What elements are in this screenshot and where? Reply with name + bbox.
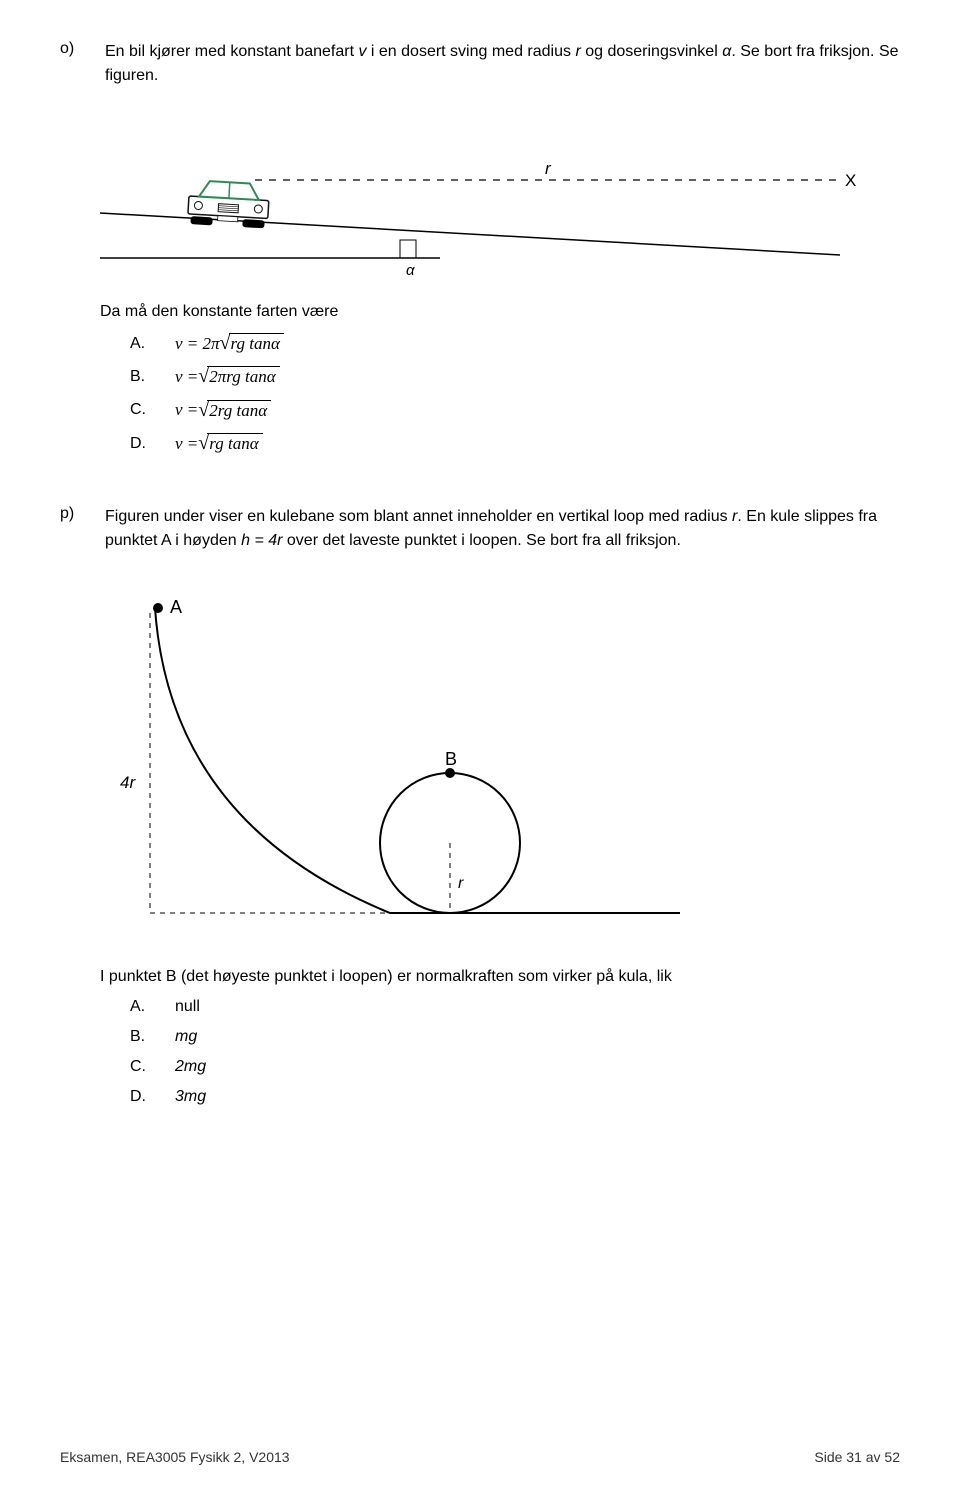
question-o: o) En bil kjører med konstant banefart v… xyxy=(60,40,900,455)
question-p-header: p) Figuren under viser en kulebane som b… xyxy=(60,505,900,553)
option-p-a: A. null xyxy=(130,998,900,1016)
option-o-a: A. v = 2π √rg tanα xyxy=(130,333,900,354)
r-label: r xyxy=(545,159,552,178)
question-o-label: o) xyxy=(60,40,85,58)
footer-left: Eksamen, REA3005 Fysikk 2, V2013 xyxy=(60,1449,290,1465)
option-o-d: D. v = √rg tanα xyxy=(130,433,900,454)
option-p-b: B. mg xyxy=(130,1028,900,1046)
page-footer: Eksamen, REA3005 Fysikk 2, V2013 Side 31… xyxy=(60,1449,900,1465)
footer-right: Side 31 av 52 xyxy=(814,1449,900,1465)
option-p-c: C. 2mg xyxy=(130,1058,900,1076)
option-p-d: D. 3mg xyxy=(130,1088,900,1106)
question-o-text: En bil kjører med konstant banefart v i … xyxy=(105,40,900,88)
alpha-label: α xyxy=(406,262,415,278)
answer-intro-o: Da må den konstante farten være xyxy=(100,303,900,321)
car-icon xyxy=(187,180,269,229)
answer-intro-p: I punktet B (det høyeste punktet i loope… xyxy=(100,968,900,986)
question-p: p) Figuren under viser en kulebane som b… xyxy=(60,505,900,1106)
options-p: A. null B. mg C. 2mg D. 3mg xyxy=(130,998,900,1106)
formula-a: v = 2π √rg tanα xyxy=(175,333,284,354)
option-o-c: C. v = √2rg tanα xyxy=(130,400,900,421)
formula-b: v = √2πrg tanα xyxy=(175,366,280,387)
formula-c: v = √2rg tanα xyxy=(175,400,271,421)
label-b: B xyxy=(445,749,457,769)
diagram-banked-curve: α r X xyxy=(100,108,860,278)
r-label-p: r xyxy=(458,875,464,892)
formula-d: v = √rg tanα xyxy=(175,433,263,454)
diagram-loop-track: r A B 4r xyxy=(100,573,700,943)
figure-o: α r X xyxy=(100,108,900,283)
question-p-text: Figuren under viser en kulebane som blan… xyxy=(105,505,900,553)
option-o-b: B. v = √2πrg tanα xyxy=(130,366,900,387)
figure-p: r A B 4r xyxy=(100,573,900,948)
label-4r: 4r xyxy=(120,773,136,792)
options-o: A. v = 2π √rg tanα B. v = √2πrg tanα C. … xyxy=(130,333,900,455)
label-a: A xyxy=(170,597,182,617)
question-p-label: p) xyxy=(60,505,85,523)
x-label: X xyxy=(845,171,856,190)
question-o-header: o) En bil kjører med konstant banefart v… xyxy=(60,40,900,88)
